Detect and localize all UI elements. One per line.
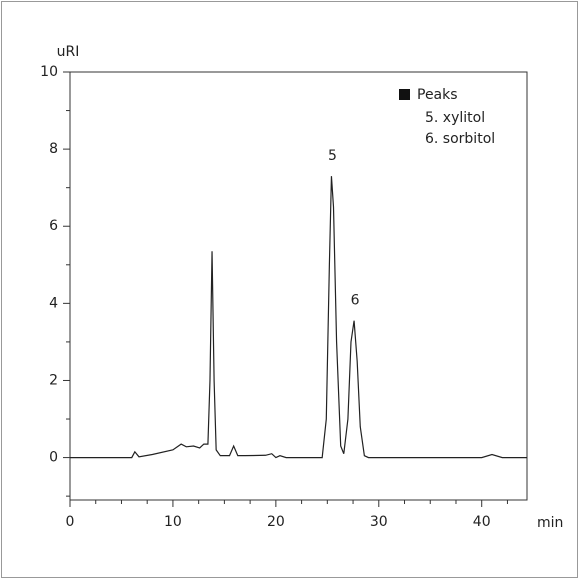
- y-tick-label: 8: [49, 141, 58, 157]
- y-tick-label: 0: [49, 450, 58, 466]
- plot-area: [69, 71, 528, 501]
- peak-label: 5: [328, 148, 337, 164]
- legend-item: 6. sorbitol: [425, 131, 495, 147]
- legend-item: 5. xylitol: [425, 110, 485, 126]
- y-tick-label: 4: [49, 295, 58, 311]
- peak-label: 6: [351, 293, 360, 309]
- x-axis-label: min: [537, 515, 563, 531]
- legend-title: Peaks: [417, 87, 458, 103]
- y-tick-label: 10: [40, 64, 58, 80]
- y-tick-label: 6: [49, 218, 58, 234]
- x-tick-label: 10: [164, 514, 182, 530]
- trace: [70, 176, 527, 459]
- legend-marker: [399, 89, 410, 100]
- y-tick-label: 2: [49, 372, 58, 388]
- y-axis-label: uRI: [57, 44, 80, 60]
- x-tick-label: 30: [370, 514, 388, 530]
- x-tick-label: 0: [66, 514, 75, 530]
- x-tick-label: 40: [473, 514, 491, 530]
- x-tick-label: 20: [267, 514, 285, 530]
